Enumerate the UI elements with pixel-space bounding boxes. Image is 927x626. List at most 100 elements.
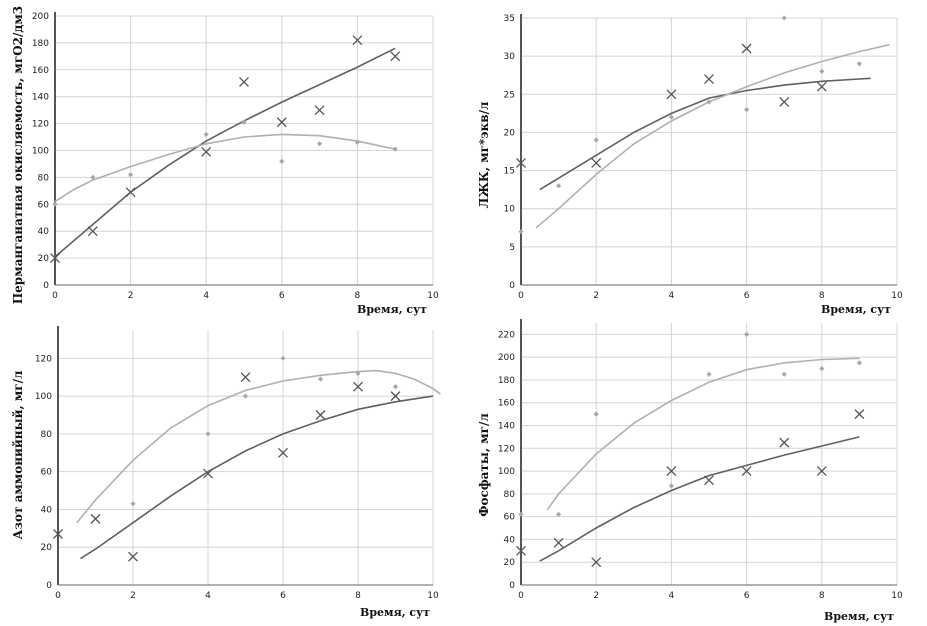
cross-marker [816,466,827,477]
y-tick-label: 0 [509,281,515,291]
cross-marker [816,81,827,92]
y-tick-label: 60 [504,513,516,523]
cross-marker [666,89,677,100]
trendline-2 [535,43,890,229]
diamond-marker [593,137,599,143]
diamond-marker [856,360,862,366]
cross-marker [125,187,136,198]
trendline-2 [54,133,396,203]
diamond-marker [744,331,750,337]
diamond-marker [518,229,524,235]
x-tick-label: 0 [55,591,61,601]
trendline-1 [54,47,396,258]
y-tick-label: 180 [498,376,515,386]
y-tick-label: 200 [498,353,515,363]
cross-marker [553,537,564,548]
cross-marker [239,76,249,87]
diamond-marker [556,511,562,517]
x-tick-label: 0 [518,591,524,601]
cross-marker [315,410,326,420]
y-tick-label: 0 [43,281,49,291]
cross-marker [390,391,401,402]
y-axis-label: Перманганатная окисляемость, мгО2/дм3 [11,6,25,304]
cross-marker [516,157,526,168]
diamond-marker [556,183,562,189]
y-tick-label: 35 [504,14,515,24]
cross-marker [314,105,325,116]
y-tick-label: 5 [509,243,515,253]
chart-panel-4: 0 2 4 6 8 10020406080100120140160180200220Вре… [477,319,903,623]
y-tick-label: 20 [41,543,53,553]
x-tick-label: 4 [205,591,211,601]
x-tick-label: 2 [128,291,134,301]
diamond-marker [52,201,58,207]
diamond-marker [128,172,134,178]
diamond-marker [668,114,674,120]
y-tick-label: 200 [32,12,49,22]
y-axis-label: Фосфаты, мг/л [477,413,491,517]
y-tick-label: 80 [504,490,516,500]
cross-marker [704,74,714,84]
x-tick-label: 8 [819,291,825,301]
cross-marker [50,253,60,264]
x-tick-label: 8 [819,591,825,601]
trendline-1 [80,395,434,560]
y-tick-label: 80 [41,430,53,440]
cross-marker [240,372,251,383]
x-tick-label: 0 [518,291,524,301]
cross-marker [276,117,287,128]
cross-marker [779,437,790,448]
x-axis-label: Время, сут [357,303,427,316]
x-tick-label: 10 [891,591,903,601]
cross-marker [353,381,363,392]
diamond-marker [280,355,286,361]
x-tick-label: 6 [280,591,286,601]
y-tick-label: 220 [498,330,515,340]
y-axis-label: ЛЖК, мг*экв/л [477,101,491,208]
y-tick-label: 15 [504,167,515,177]
diamond-marker [518,511,524,517]
diamond-marker [317,376,324,382]
diamond-marker [317,141,323,147]
y-tick-label: 30 [504,52,516,62]
cross-marker [854,409,865,420]
cross-marker [278,447,288,458]
diamond-marker [205,431,211,437]
cross-marker [87,226,98,237]
cross-marker [90,513,101,524]
x-tick-label: 4 [669,591,675,601]
diamond-marker [706,99,712,105]
x-axis-label: Время, сут [824,610,894,623]
y-tick-label: 60 [41,468,53,478]
x-tick-label: 2 [593,291,599,301]
diamond-marker [203,131,209,137]
diamond-marker [593,411,599,417]
diamond-marker [819,68,825,74]
diamond-marker [392,384,399,390]
cross-marker [203,468,213,479]
cross-marker [201,146,212,157]
cross-marker [741,466,752,477]
x-tick-label: 2 [130,591,136,601]
y-tick-label: 40 [504,535,516,545]
y-tick-label: 60 [38,200,50,210]
cross-marker [704,475,714,486]
diamond-marker [819,365,825,372]
y-tick-label: 140 [32,93,49,103]
diamond-marker [668,483,674,489]
diamond-marker [279,158,285,164]
y-tick-label: 180 [32,39,49,49]
trendline-2 [76,369,441,524]
cross-marker [591,557,602,568]
diamond-marker [781,371,787,377]
diamond-marker [130,501,136,507]
cross-marker [516,545,526,556]
x-tick-label: 10 [427,291,439,301]
cross-marker [666,466,677,477]
y-tick-label: 20 [38,254,50,264]
cross-marker [128,551,138,562]
y-tick-label: 160 [32,66,49,76]
y-tick-label: 0 [509,581,515,591]
